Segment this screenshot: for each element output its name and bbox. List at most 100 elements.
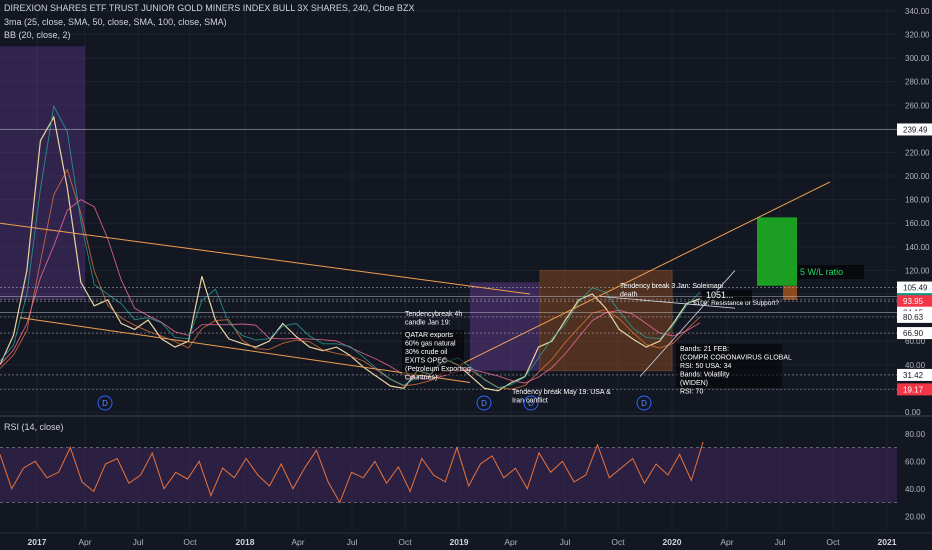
series-lines [0,104,704,504]
annotations: D D D D Tendencybreak 4h candle Jan 19: QATAR … [97,265,864,411]
annotation-text: (Petroleum Exporting [405,366,471,373]
price-badge-label: 80.63 [903,313,924,322]
annotation-text: Bands: Volatility [680,372,730,379]
rsi-y-tick-label: 40.00 [905,485,926,494]
trendlines [0,129,897,503]
y-tick-label: 220.00 [905,148,930,157]
trendline-steep [639,270,736,377]
rsi-legend: RSI (14, close) [4,422,64,432]
annotation-text: 30% crude oil [405,349,448,356]
x-tick-label: 2019 [450,537,469,547]
price-line [0,115,701,392]
y-tick-label: 200.00 [905,172,930,181]
ma-line [0,168,701,390]
y-tick-label: 260.00 [905,101,930,110]
y-tick-label: 180.00 [905,196,930,205]
x-tick-label: Apr [720,537,733,547]
orange-box [539,269,673,372]
bb-fill [0,46,85,300]
x-tick-label: Apr [291,537,304,547]
annotation-text: RSI: 70 [680,389,703,396]
x-tick-label: Jul [133,537,144,547]
projection-box [757,217,797,286]
price-badge-label: 66.90 [903,329,924,338]
annotation-text: Tendency break May 19: USA & [512,389,611,396]
y-tick-label: 340.00 [905,7,930,16]
rsi-y-tick-label: 60.00 [905,457,926,466]
rsi-y-tick-label: 20.00 [905,512,926,521]
x-tick-label: 2017 [28,537,47,547]
y-tick-label: 320.00 [905,30,930,39]
chart-title: DIREXION SHARES ETF TRUST JUNIOR GOLD MI… [4,3,415,13]
rsi-y-tick-label: 80.00 [905,430,926,439]
note-bg [676,344,782,388]
y-tick-label: 160.00 [905,219,930,228]
fills [0,46,897,503]
dividend-marker [636,395,652,411]
x-tick-label: 2018 [236,537,255,547]
price-badge [897,383,932,396]
dividend-label: D [102,399,108,408]
price-badge [897,327,932,340]
price-badge [897,368,932,381]
annotation-text: candle Jan 19: [405,320,451,327]
annotation-text: RSI: 50 USA: 34 [680,363,731,370]
annotation-text: Countries) [405,375,437,382]
annotation-text: death [620,292,638,299]
annotation-text: Tendencybreak 4h [405,311,462,318]
ma-line [0,199,701,384]
y-tick-label: 280.00 [905,78,930,87]
price-badge [897,295,932,308]
y-tick-label: 40.00 [905,361,926,370]
annotation-text: EXITS OPEC [405,358,447,365]
note-bg [702,290,752,302]
annotation-text: Tendency break 3 Jan: Soleimani [620,283,724,290]
y-tick-label: 60.00 [905,337,926,346]
annotation-text: Bands: 21 FEB: [680,346,729,353]
trendline-rising [459,181,831,366]
annotation-text: 1051... [706,290,734,300]
annotation-text: 60% gas natural [405,341,456,348]
projection-stop [783,285,797,300]
x-tick-label: Apr [504,537,517,547]
x-tick-label: Jul [560,537,571,547]
x-tick-label: Oct [398,537,412,547]
x-tick-label: Oct [826,537,840,547]
dividend-marker [476,395,492,411]
x-tick-label: Jul [347,537,358,547]
annotation-text: Iran conflict [512,398,548,405]
annotation-text: (COMPR CORONAVIRUS GLOBAL [680,355,792,362]
trendline-lower [19,317,471,384]
x-tick-label: 2021 [878,537,897,547]
annotation-text: 5 W/L ratio [800,267,843,277]
rsi-band [0,447,897,503]
trendline-flat [599,295,736,309]
price-badge-label: 239.49 [903,125,928,134]
axis: 340.00320.00300.00280.00260.00240.00220.… [28,7,932,547]
price-badge [897,310,932,323]
x-tick-label: 2020 [663,537,682,547]
annotation-text: $100: Resistance or Support? [693,300,779,307]
dividend-marker [523,395,539,411]
rsi-line [0,441,704,504]
y-tick-label: 120.00 [905,266,930,275]
note-bg [402,330,464,375]
x-tick-label: Apr [78,537,91,547]
x-tick-label: Oct [183,537,197,547]
x-tick-label: Oct [611,537,625,547]
bb-legend: BB (20, close, 2) [4,30,71,40]
dividend-label: D [481,399,487,408]
dividend-marker [97,395,113,411]
price-badge-label: 93.95 [903,297,924,306]
dividend-label: D [528,399,534,408]
x-tick-label: Jul [775,537,786,547]
ma-legend: 3ma (25, close, SMA, 50, close, SMA, 100… [4,17,227,27]
note-bg [798,265,864,279]
price-badge [897,123,932,136]
grid [0,5,932,534]
price-badge-label: 19.17 [903,385,924,394]
dividend-label: D [641,399,647,408]
y-tick-label: 0.00 [905,408,921,417]
trendline-upper [0,222,531,295]
